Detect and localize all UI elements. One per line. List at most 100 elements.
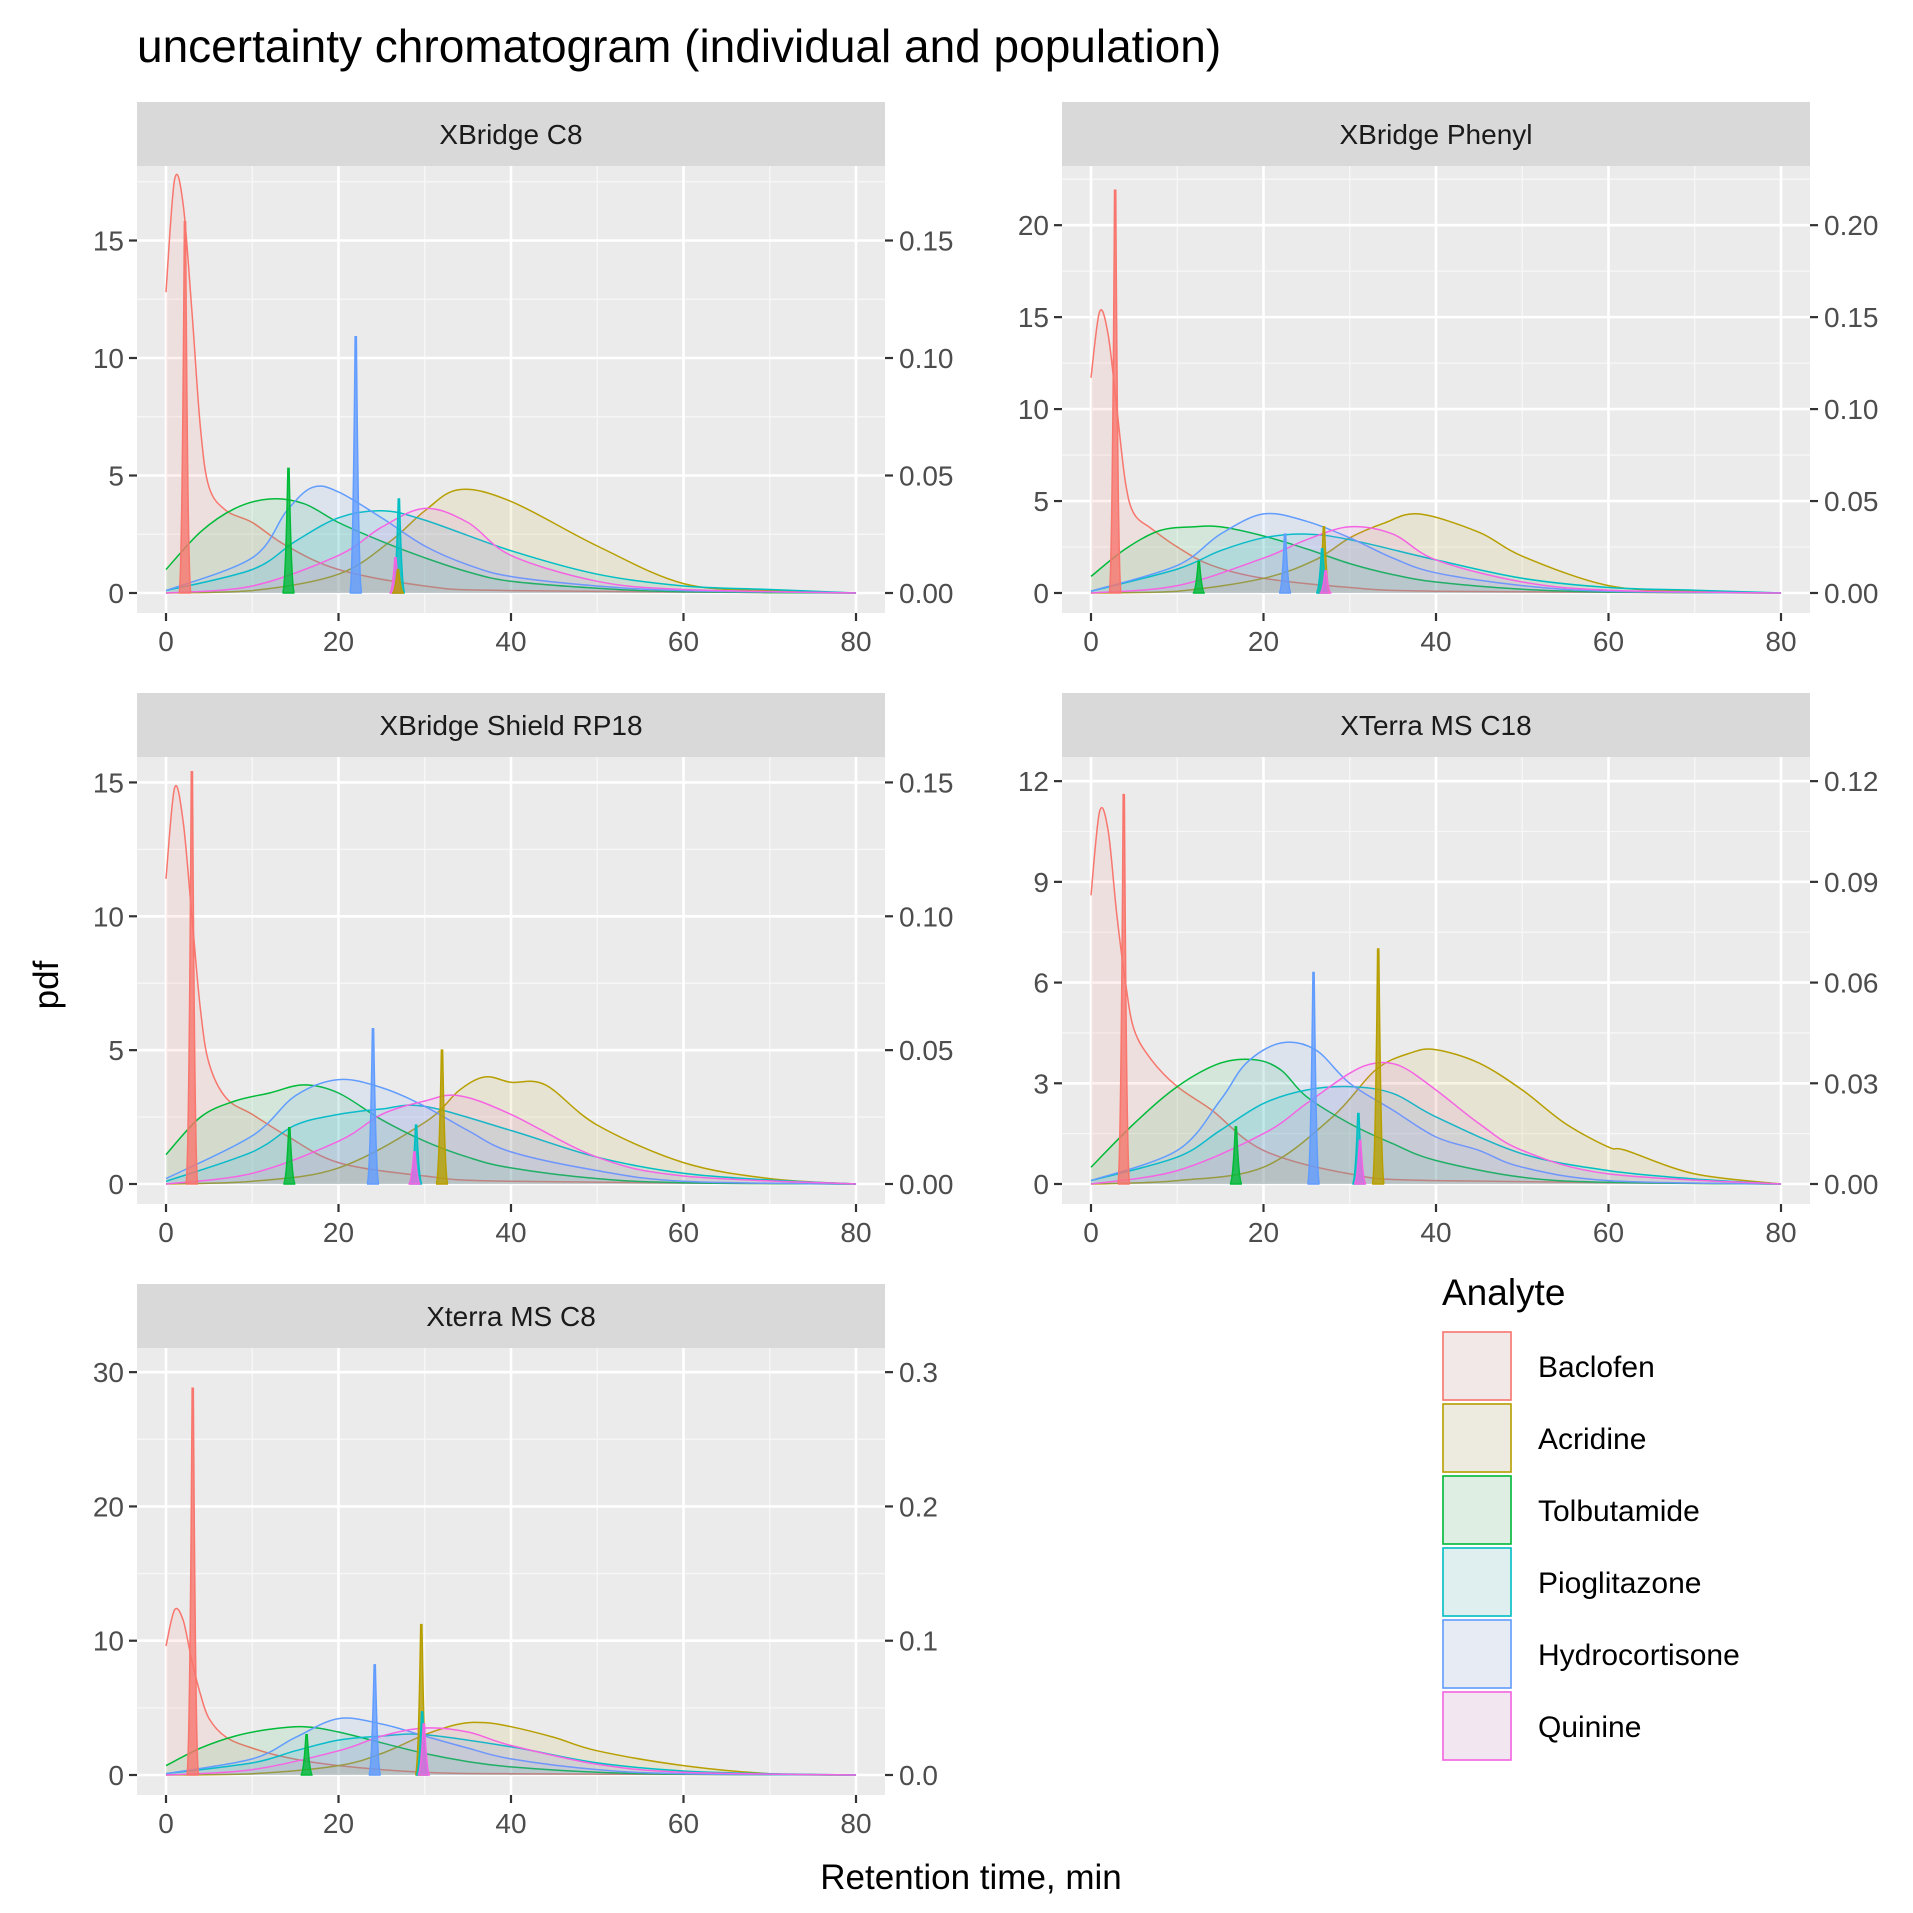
y-tick-label-left: 0 bbox=[108, 578, 124, 609]
population-area-quinine bbox=[1091, 526, 1781, 593]
facet-strip-label: XBridge Phenyl bbox=[1339, 119, 1532, 150]
population-curve-acridine bbox=[165, 1075, 857, 1185]
population-area-quinine bbox=[166, 1095, 856, 1184]
y-tick-label-right: 0.10 bbox=[899, 901, 954, 932]
population-curve-tolbutamide bbox=[165, 1084, 857, 1185]
legend-item-acridine: Acridine bbox=[1442, 1403, 1646, 1473]
y-tick-label-left: 6 bbox=[1033, 968, 1049, 999]
x-tick-label: 80 bbox=[840, 1808, 871, 1839]
population-curve-quinine bbox=[1090, 525, 1782, 594]
x-tick-label: 20 bbox=[1248, 626, 1279, 657]
facet-strip bbox=[137, 1284, 885, 1348]
y-tick-label-right: 0.0 bbox=[899, 1760, 938, 1791]
facet-strip-label: XBridge C8 bbox=[439, 119, 582, 150]
population-curve-tolbutamide bbox=[165, 498, 857, 594]
legend-key-swatch bbox=[1442, 1691, 1512, 1761]
y-tick-label-right: 0.3 bbox=[899, 1357, 938, 1388]
series-layer bbox=[1090, 189, 1782, 594]
population-area-acridine bbox=[166, 1722, 856, 1775]
individual-peak-baclofen bbox=[1117, 793, 1131, 1185]
legend-key-background bbox=[1442, 1403, 1512, 1473]
population-area-baclofen bbox=[166, 174, 856, 593]
y-tick-label-left: 15 bbox=[93, 226, 124, 257]
population-area-tolbutamide bbox=[1091, 525, 1781, 593]
y-tick-label-right: 0.00 bbox=[1824, 578, 1879, 609]
y-tick-label-left: 10 bbox=[1018, 394, 1049, 425]
legend-label: Quinine bbox=[1538, 1711, 1641, 1744]
population-curve-hydrocortisone bbox=[1090, 1041, 1782, 1185]
y-tick-label-left: 0 bbox=[1033, 578, 1049, 609]
panel-xbridge-shield-rp18: XBridge Shield RP18 0 20 40 60 80 0 5 10 15 0.00 0.… bbox=[93, 693, 954, 1248]
population-curve-baclofen bbox=[165, 784, 857, 1185]
individual-peak-hydrocortisone bbox=[1278, 533, 1292, 594]
x-tick-label: 0 bbox=[1083, 626, 1099, 657]
population-curve-baclofen bbox=[165, 1607, 857, 1776]
individual-peak-hydrocortisone bbox=[349, 336, 363, 594]
legend-item-hydrocortisone: Hydrocortisone bbox=[1442, 1619, 1740, 1689]
population-curve-pioglitazone bbox=[1090, 533, 1782, 594]
population-area-acridine bbox=[1091, 513, 1781, 593]
panel-xterra-ms-c18: XTerra MS C18 0 20 40 60 80 0 3 6 9 12 0.00 0.03 0.06… bbox=[1018, 693, 1879, 1248]
y-tick-label-left: 5 bbox=[1033, 486, 1049, 517]
series-layer bbox=[1090, 793, 1782, 1185]
y-tick-label-right: 0.05 bbox=[899, 1035, 954, 1066]
population-curve-tolbutamide bbox=[1090, 525, 1782, 594]
legend-label: Pioglitazone bbox=[1538, 1567, 1701, 1600]
individual-peak-quinine bbox=[407, 1151, 421, 1185]
y-tick-label-left: 12 bbox=[1018, 766, 1049, 797]
individual-peak-baclofen bbox=[178, 220, 192, 594]
y-tick-label-left: 15 bbox=[93, 767, 124, 798]
y-tick-label-right: 0.05 bbox=[899, 461, 954, 492]
y-tick-label-left: 20 bbox=[1018, 210, 1049, 241]
y-tick-label-right: 0.09 bbox=[1824, 867, 1879, 898]
population-area-quinine bbox=[166, 508, 856, 593]
facet-strip-label: XTerra MS C18 bbox=[1340, 710, 1531, 741]
y-tick-label-left: 5 bbox=[108, 461, 124, 492]
y-tick-label-left: 0 bbox=[108, 1760, 124, 1791]
y-tick-label-left: 10 bbox=[93, 343, 124, 374]
x-axis-title: Retention time, min bbox=[820, 1858, 1122, 1897]
y-tick-label-left: 30 bbox=[93, 1357, 124, 1388]
population-area-hydrocortisone bbox=[166, 1718, 856, 1775]
population-curve-hydrocortisone bbox=[165, 1717, 857, 1776]
population-area-pioglitazone bbox=[166, 510, 856, 593]
x-tick-label: 40 bbox=[1420, 626, 1451, 657]
population-area-tolbutamide bbox=[166, 1726, 856, 1775]
population-curve-quinine bbox=[1090, 1061, 1782, 1185]
population-area-pioglitazone bbox=[166, 1734, 856, 1775]
legend-label: Baclofen bbox=[1538, 1351, 1655, 1384]
population-area-tolbutamide bbox=[166, 498, 856, 593]
y-tick-label-right: 0.1 bbox=[899, 1626, 938, 1657]
x-tick-label: 60 bbox=[668, 1217, 699, 1248]
x-tick-label: 60 bbox=[668, 626, 699, 657]
individual-peak-baclofen bbox=[185, 1387, 200, 1776]
x-tick-label: 20 bbox=[323, 1808, 354, 1839]
population-area-hydrocortisone bbox=[166, 485, 856, 593]
y-tick-label-right: 0.06 bbox=[1824, 968, 1879, 999]
legend-key-background bbox=[1442, 1547, 1512, 1617]
y-tick-label-left: 5 bbox=[108, 1035, 124, 1066]
legend-key-swatch bbox=[1442, 1403, 1512, 1473]
population-area-baclofen bbox=[166, 1608, 856, 1775]
y-tick-label-right: 0.15 bbox=[1824, 302, 1879, 333]
x-tick-label: 20 bbox=[1248, 1217, 1279, 1248]
x-tick-label: 20 bbox=[323, 626, 354, 657]
population-curve-hydrocortisone bbox=[165, 485, 857, 594]
population-curve-tolbutamide bbox=[165, 1725, 857, 1776]
x-tick-label: 80 bbox=[840, 626, 871, 657]
x-tick-label: 0 bbox=[158, 626, 174, 657]
population-area-pioglitazone bbox=[166, 1105, 856, 1184]
x-tick-label: 80 bbox=[1765, 1217, 1796, 1248]
facet-strip-label: XBridge Shield RP18 bbox=[379, 710, 642, 741]
y-tick-label-left: 20 bbox=[93, 1491, 124, 1522]
y-tick-label-left: 10 bbox=[93, 901, 124, 932]
individual-peak-baclofen bbox=[185, 770, 199, 1185]
legend-item-baclofen: Baclofen bbox=[1442, 1331, 1655, 1401]
x-tick-label: 40 bbox=[495, 626, 526, 657]
population-area-pioglitazone bbox=[1091, 1086, 1781, 1184]
series-layer bbox=[165, 770, 857, 1185]
population-area-tolbutamide bbox=[1091, 1059, 1781, 1184]
population-area-tolbutamide bbox=[166, 1084, 856, 1184]
legend-label: Tolbutamide bbox=[1538, 1495, 1700, 1528]
